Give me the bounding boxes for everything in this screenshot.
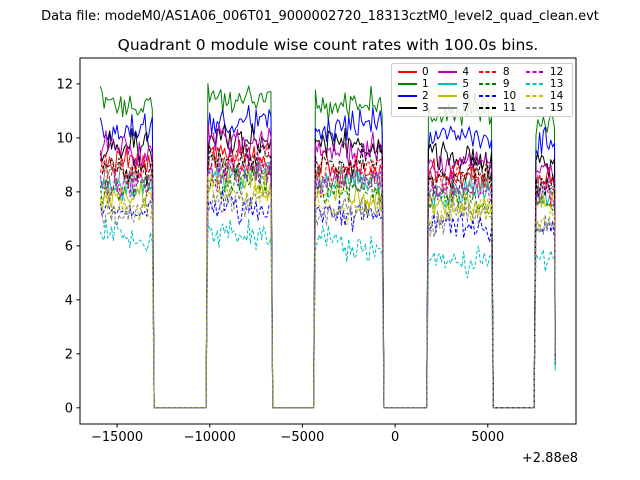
legend-label: 12 [549, 65, 564, 78]
legend-label: 15 [549, 101, 564, 114]
legend-label: 7 [462, 101, 470, 114]
legend-line-swatch [478, 95, 498, 97]
x-tick-label: −10000 [184, 430, 236, 445]
legend-line-swatch [398, 107, 417, 109]
legend-item-15: 15 [525, 101, 566, 114]
legend-item-4: 4 [438, 66, 471, 78]
legend-item-8: 8 [478, 65, 519, 78]
y-tick-label: 8 [65, 185, 73, 200]
series-line-14 [100, 176, 556, 409]
legend-line-swatch [525, 83, 545, 85]
legend-line-swatch [398, 95, 417, 97]
series-line-5 [99, 160, 556, 409]
legend-label: 14 [549, 89, 564, 102]
legend-item-1: 1 [398, 78, 431, 90]
legend-line-swatch [438, 83, 458, 85]
legend-item-0: 0 [398, 66, 431, 78]
y-axis-ticks: 0 2 4 6 8 10 12 [56, 77, 80, 416]
legend-line-swatch [478, 107, 498, 109]
legend-label: 11 [502, 101, 517, 114]
legend-line-swatch [525, 71, 545, 73]
legend-line-swatch [525, 95, 545, 97]
x-axis-ticks: −15000 −10000 −5000 0 5000 [91, 424, 504, 445]
legend-item-14: 14 [525, 89, 566, 102]
legend-item-13: 13 [525, 77, 566, 90]
y-tick-label: 12 [56, 77, 73, 92]
legend-item-7: 7 [438, 102, 471, 114]
x-tick-label: −5000 [280, 430, 324, 445]
legend-item-2: 2 [398, 90, 431, 102]
legend-line-swatch [478, 83, 498, 85]
legend-label: 6 [462, 89, 470, 102]
series-line-13 [99, 217, 556, 409]
axes-frame [79, 57, 577, 425]
legend-line-swatch [438, 71, 458, 73]
legend-line-swatch [478, 71, 498, 73]
series-line-15 [99, 185, 556, 409]
legend-item-12: 12 [525, 65, 566, 78]
legend: 0 1 2 3 4 5 6 7 8 9 10 11 12 13 14 15 [391, 63, 573, 117]
legend-label: 3 [422, 101, 429, 114]
legend-line-swatch [438, 107, 458, 109]
legend-item-6: 6 [438, 90, 471, 102]
legend-item-5: 5 [438, 78, 471, 90]
series-line-9 [99, 167, 556, 409]
x-tick-label: 5000 [471, 430, 504, 445]
legend-label: 13 [549, 77, 564, 90]
series-line-6 [99, 165, 556, 409]
series-lines [99, 83, 556, 409]
data-file-label: Data file: modeM0/AS1A06_006T01_90000027… [41, 9, 599, 24]
legend-line-swatch [438, 95, 458, 97]
legend-line-swatch [398, 71, 417, 73]
y-tick-label: 0 [65, 401, 73, 416]
legend-label: 4 [462, 65, 470, 78]
y-tick-label: 10 [56, 131, 73, 146]
legend-item-11: 11 [478, 101, 519, 114]
legend-item-9: 9 [478, 77, 519, 90]
y-tick-label: 6 [65, 239, 73, 254]
legend-label: 2 [422, 89, 429, 102]
chart-title: Quadrant 0 module wise count rates with … [117, 36, 539, 54]
legend-label: 5 [462, 77, 470, 90]
legend-item-10: 10 [478, 89, 519, 102]
legend-label: 9 [502, 77, 510, 90]
x-axis-offset-label: +2.88e8 [521, 451, 578, 466]
legend-label: 10 [502, 89, 517, 102]
legend-line-swatch [398, 83, 417, 85]
y-tick-label: 2 [65, 347, 73, 362]
legend-item-3: 3 [398, 102, 431, 114]
y-tick-label: 4 [65, 293, 73, 308]
legend-line-swatch [525, 107, 545, 109]
x-tick-label: −15000 [91, 430, 143, 445]
legend-label: 8 [502, 65, 510, 78]
series-line-2 [99, 104, 556, 409]
legend-label: 0 [422, 65, 429, 78]
x-tick-label: 0 [391, 430, 399, 445]
series-line-10 [99, 189, 556, 409]
legend-label: 1 [422, 77, 429, 90]
